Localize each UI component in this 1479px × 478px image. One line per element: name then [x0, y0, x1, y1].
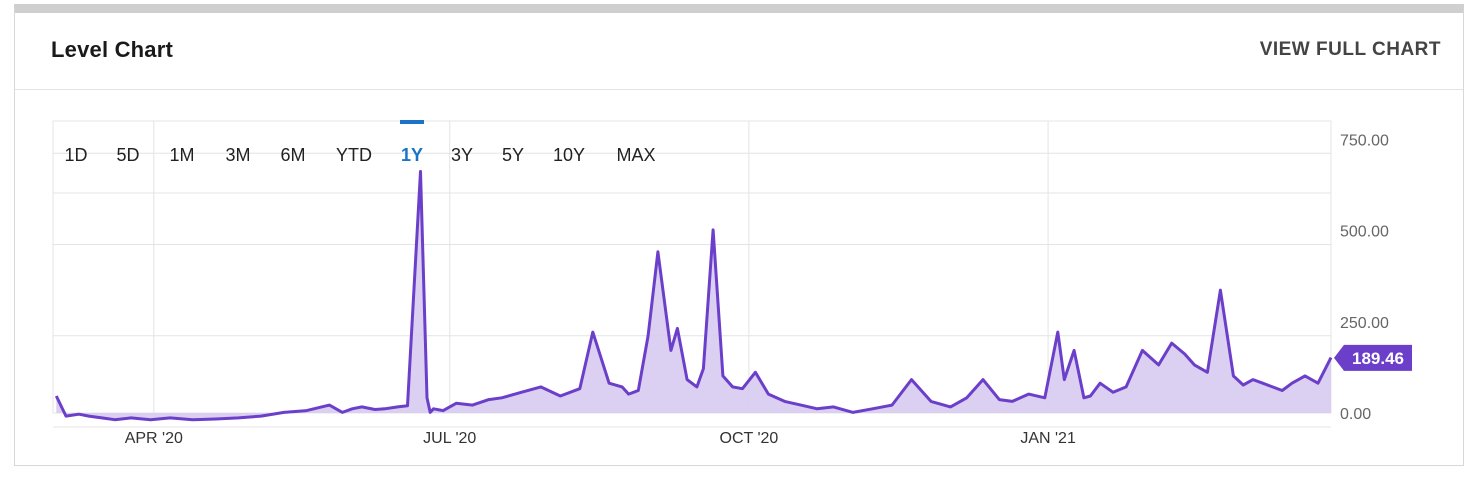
series-line [54, 170, 1333, 422]
chart-grid [52, 120, 1332, 428]
area-fill [56, 171, 1331, 420]
range-button-1m[interactable]: 1M [169, 145, 194, 165]
plot-area [52, 120, 1332, 414]
card-title: Level Chart [51, 37, 174, 62]
y-tick-label: 500.00 [1340, 224, 1389, 241]
range-button-5d[interactable]: 5D [116, 145, 139, 165]
x-tick-label: JAN '21 [1020, 430, 1076, 447]
range-button-1d[interactable]: 1D [64, 145, 87, 165]
view-full-chart-link[interactable]: VIEW FULL CHART [1259, 39, 1441, 60]
range-button-3m[interactable]: 3M [225, 145, 250, 165]
selected-range-indicator [400, 120, 424, 124]
y-axis-labels: 750.00 500.00 250.00 0.00 [1340, 132, 1389, 423]
x-tick-label: OCT '20 [720, 430, 779, 447]
x-axis-labels: APR '20 JUL '20 OCT '20 JAN '21 [125, 430, 1076, 447]
current-value-label: 189.46 [1352, 349, 1404, 368]
time-range-selector: 1D 5D 1M 3M 6M YTD 1Y 3Y 5Y 10Y MAX [64, 120, 656, 165]
y-tick-label: 0.00 [1340, 406, 1371, 423]
card-header: Level Chart VIEW FULL CHART [15, 13, 1463, 90]
range-button-6m[interactable]: 6M [280, 145, 305, 165]
x-tick-label: JUL '20 [423, 430, 476, 447]
range-button-3y[interactable]: 3Y [451, 145, 473, 165]
range-button-10y[interactable]: 10Y [553, 145, 585, 165]
x-tick-label: APR '20 [125, 430, 183, 447]
current-value-badge: 189.46 [1334, 344, 1412, 371]
current-value-badge-shape [1334, 344, 1412, 371]
range-button-ytd[interactable]: YTD [336, 145, 372, 165]
y-tick-label: 250.00 [1340, 315, 1389, 332]
range-button-max[interactable]: MAX [616, 145, 655, 165]
y-tick-label: 750.00 [1340, 132, 1389, 149]
range-button-1y[interactable]: 1Y [401, 145, 423, 165]
range-button-5y[interactable]: 5Y [502, 145, 524, 165]
